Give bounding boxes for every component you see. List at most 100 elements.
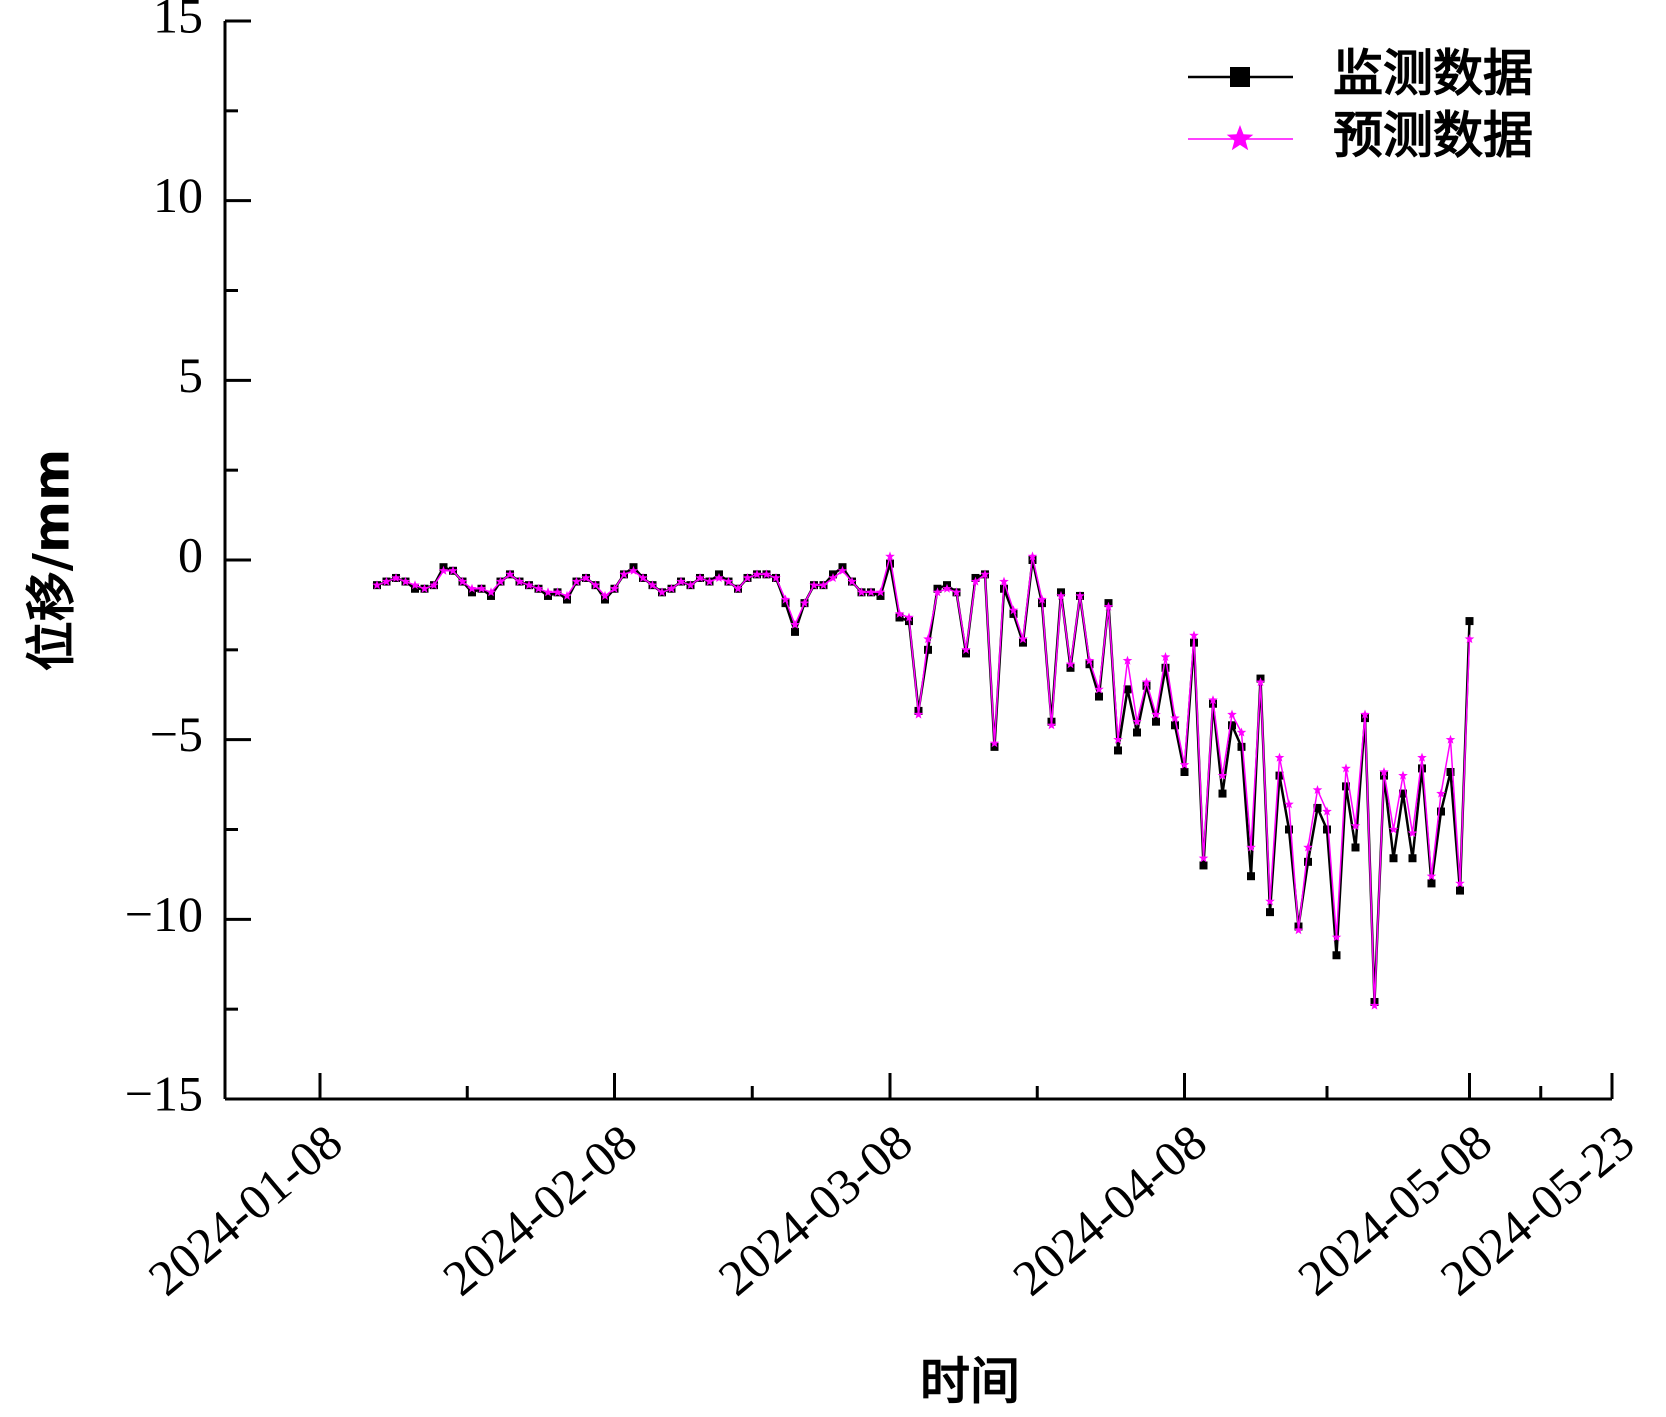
point (704, 576, 715, 586)
point (381, 576, 392, 586)
point (1114, 746, 1122, 755)
point (1227, 709, 1237, 719)
point (1103, 601, 1114, 611)
x-tick-label: 2024-01-08 (138, 1113, 353, 1306)
point (1388, 824, 1399, 834)
point (1342, 782, 1350, 791)
point (1084, 655, 1095, 665)
point (457, 576, 468, 586)
point (942, 583, 952, 593)
point (1019, 638, 1027, 647)
point (895, 613, 904, 622)
point (438, 565, 449, 575)
point (1379, 767, 1389, 777)
point (657, 587, 667, 597)
point (1322, 806, 1332, 816)
y-tick-label: −10 (125, 886, 203, 942)
point (1426, 871, 1437, 881)
point (924, 645, 932, 654)
point (1313, 803, 1322, 812)
point (1142, 681, 1151, 690)
point (410, 580, 420, 590)
point (1132, 716, 1142, 726)
point (990, 742, 999, 751)
point (1009, 609, 1018, 618)
point (601, 595, 609, 604)
point (818, 580, 829, 590)
point (400, 576, 411, 586)
point (980, 569, 990, 579)
point (1437, 807, 1445, 816)
point (468, 588, 476, 597)
point (961, 644, 971, 654)
point (514, 576, 525, 586)
point (904, 612, 914, 622)
y-tick-label: 15 (153, 0, 203, 43)
point (1284, 799, 1294, 809)
point (372, 580, 382, 590)
point (866, 587, 876, 597)
legend-label: 监测数据 (1333, 45, 1533, 103)
legend-marker (1230, 67, 1250, 87)
point (419, 583, 430, 593)
point (1171, 721, 1179, 730)
point (1304, 857, 1312, 866)
point (894, 608, 905, 618)
point (1075, 590, 1085, 600)
point (1189, 630, 1199, 640)
point (1312, 785, 1323, 794)
point (780, 594, 791, 604)
point (1123, 685, 1132, 694)
point (1350, 820, 1361, 830)
point (1236, 727, 1247, 737)
series-line (376, 559, 1471, 1003)
point (1095, 692, 1103, 701)
point (1027, 551, 1038, 561)
point (1408, 854, 1417, 863)
point (932, 587, 943, 597)
point (543, 587, 553, 597)
point (1456, 886, 1464, 895)
point (951, 587, 962, 597)
point (828, 573, 838, 582)
point (1332, 951, 1341, 960)
point (533, 583, 544, 593)
point (571, 576, 582, 586)
point (923, 634, 933, 644)
point (448, 565, 458, 575)
point (1360, 709, 1370, 719)
point (1046, 720, 1057, 730)
point (970, 576, 981, 586)
point (1161, 663, 1170, 672)
point (1228, 721, 1236, 730)
point (1275, 771, 1284, 780)
point (847, 576, 857, 586)
point (1436, 788, 1446, 798)
point (1464, 634, 1475, 644)
y-tick-label: 5 (178, 347, 203, 403)
point (1465, 617, 1474, 626)
point (1407, 828, 1418, 838)
point (1151, 709, 1161, 719)
legend-marker (1226, 125, 1254, 151)
point (1122, 655, 1133, 665)
point (1418, 764, 1426, 773)
point (1141, 677, 1152, 687)
point (467, 583, 477, 593)
point (695, 573, 705, 582)
point (1218, 789, 1227, 798)
point (1133, 728, 1141, 737)
point (856, 587, 867, 597)
point (628, 565, 639, 575)
point (581, 573, 591, 582)
point (809, 580, 819, 590)
x-tick-label: 2024-03-08 (708, 1113, 923, 1306)
point (1446, 768, 1455, 777)
y-tick-label: 0 (178, 526, 203, 582)
point (552, 587, 563, 597)
point (1037, 594, 1047, 604)
point (1085, 660, 1094, 669)
point (1152, 717, 1160, 726)
point (1341, 763, 1351, 773)
